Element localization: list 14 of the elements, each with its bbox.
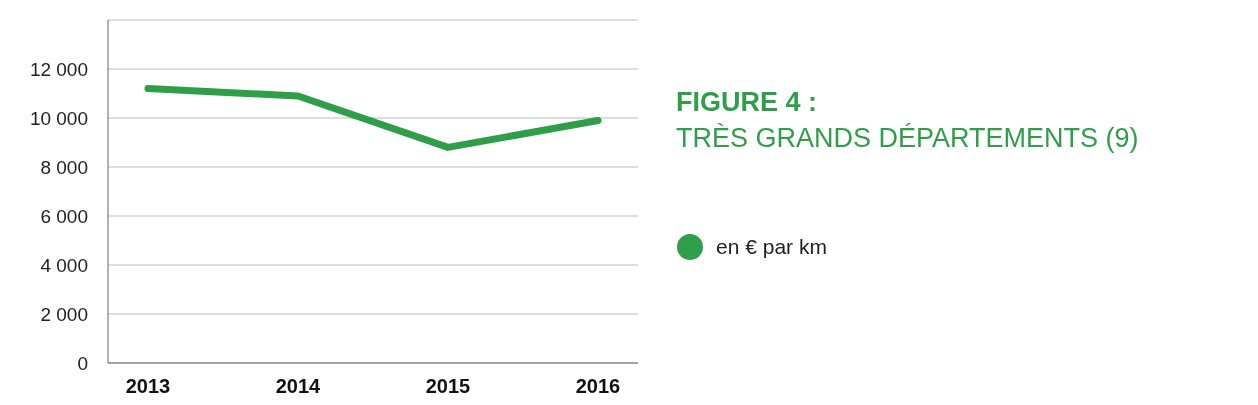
x-tick-label: 2016 <box>575 375 621 398</box>
y-tick-label: 0 <box>77 352 88 374</box>
y-tick-label: 12 000 <box>29 58 88 80</box>
y-tick-label: 10 000 <box>29 107 88 129</box>
text: FIGURE 4 : <box>676 86 818 119</box>
y-tick-label: 2 000 <box>40 303 88 325</box>
text: TRÈS GRANDS DÉPARTEMENTS (9) <box>676 122 1139 155</box>
x-tick-label: 2015 <box>425 375 471 398</box>
y-tick-label: 4 000 <box>40 254 88 276</box>
x-tick-label: 2013 <box>125 375 171 398</box>
legend-label: en € par km <box>716 235 827 259</box>
y-tick-label: 8 000 <box>40 156 88 178</box>
x-tick-label: 2014 <box>275 375 322 398</box>
y-tick-label: 6 000 <box>40 205 88 227</box>
